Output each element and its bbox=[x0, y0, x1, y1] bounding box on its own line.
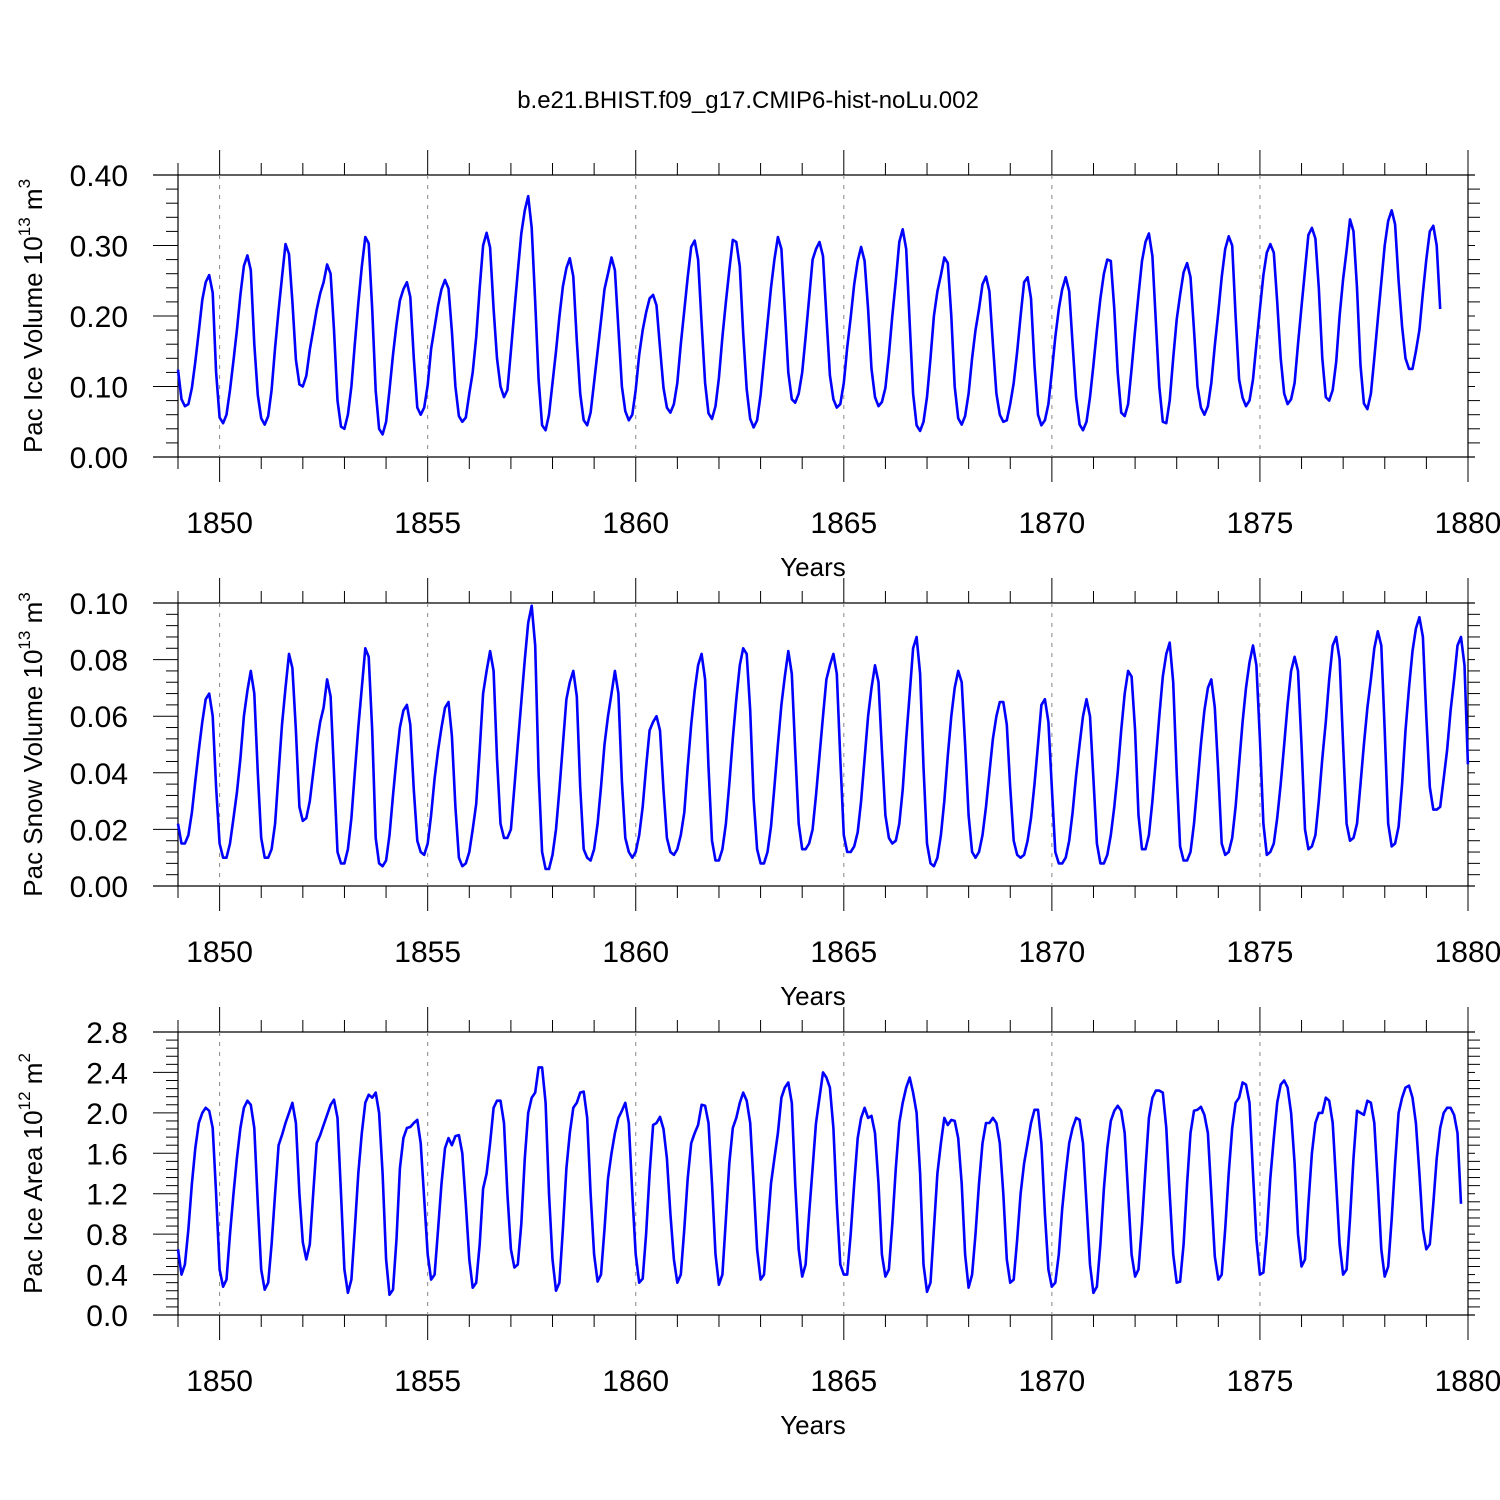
y-tick-label: 0.00 bbox=[70, 442, 128, 475]
x-tick-label: 1855 bbox=[394, 936, 461, 969]
y-axis-label-text: Pac Ice Volume 10 bbox=[18, 236, 48, 453]
y-tick-label: 0.40 bbox=[70, 160, 128, 193]
y-tick-label: 0.30 bbox=[70, 231, 128, 264]
x-tick-label: 1870 bbox=[1018, 507, 1085, 540]
y-axis-label-exponent: 3 bbox=[15, 179, 34, 188]
x-tick-label: 1875 bbox=[1227, 1365, 1294, 1398]
y-tick-label: 0.08 bbox=[70, 645, 128, 678]
y-tick-label: 0.06 bbox=[70, 701, 128, 734]
x-tick-label: 1865 bbox=[810, 936, 877, 969]
y-axis-label: Pac Snow Volume 1013 m3 bbox=[15, 592, 48, 896]
y-axis-label: Pac Ice Area 1012 m2 bbox=[15, 1053, 48, 1294]
y-axis-label-text: m bbox=[18, 188, 48, 217]
x-axis-label: Years bbox=[780, 1410, 846, 1440]
series-line bbox=[176, 194, 1442, 436]
y-axis-label-exponent: 13 bbox=[15, 217, 34, 236]
y-axis-label-exponent: 12 bbox=[15, 1091, 34, 1110]
y-axis-label-exponent: 13 bbox=[15, 631, 34, 650]
y-tick-label: 1.2 bbox=[86, 1179, 128, 1212]
y-tick-label: 2.0 bbox=[86, 1098, 128, 1131]
x-tick-label: 1865 bbox=[810, 1365, 877, 1398]
x-tick-label: 1860 bbox=[602, 507, 669, 540]
x-tick-label: 1880 bbox=[1435, 1365, 1500, 1398]
x-tick-label: 1865 bbox=[810, 507, 877, 540]
x-tick-label: 1875 bbox=[1227, 936, 1294, 969]
x-tick-label: 1880 bbox=[1435, 507, 1500, 540]
y-tick-label: 1.6 bbox=[86, 1138, 128, 1171]
x-axis-label: Years bbox=[780, 552, 846, 582]
x-tick-label: 1880 bbox=[1435, 936, 1500, 969]
y-axis-label-exponent: 2 bbox=[15, 1053, 34, 1062]
y-tick-label: 0.8 bbox=[86, 1219, 128, 1252]
y-tick-label: 0.04 bbox=[70, 758, 128, 791]
x-tick-label: 1850 bbox=[186, 507, 253, 540]
series-line bbox=[176, 1066, 1463, 1297]
figure-title: b.e21.BHIST.f09_g17.CMIP6-hist-noLu.002 bbox=[517, 87, 979, 114]
y-axis-label-exponent: 3 bbox=[15, 592, 34, 601]
series-line bbox=[176, 604, 1470, 871]
panel-3: 1850 1855 1860 1865 1870 1875 1880 0.0 0.4 0.8 1.2… bbox=[15, 1007, 1500, 1440]
x-tick-label: 1875 bbox=[1227, 507, 1294, 540]
x-axis-label: Years bbox=[780, 981, 846, 1011]
x-tick-label: 1850 bbox=[186, 936, 253, 969]
x-tick-label: 1860 bbox=[602, 936, 669, 969]
y-tick-label: 2.8 bbox=[86, 1017, 128, 1050]
x-tick-label: 1870 bbox=[1018, 936, 1085, 969]
y-tick-label: 0.10 bbox=[70, 372, 128, 405]
panel-1: 1850 1855 1860 1865 1870 1875 1880 0.00 0.10 0.20… bbox=[15, 150, 1500, 582]
x-tick-label: 1855 bbox=[394, 1365, 461, 1398]
y-axis-label-text: m bbox=[18, 602, 48, 631]
y-tick-label: 2.4 bbox=[86, 1057, 128, 1090]
panels: 1850 1855 1860 1865 1870 1875 1880 0.00 0.10 0.20… bbox=[15, 150, 1500, 1440]
y-axis-label: Pac Ice Volume 1013 m3 bbox=[15, 179, 48, 453]
x-tick-label: 1870 bbox=[1018, 1365, 1085, 1398]
x-tick-label: 1860 bbox=[602, 1365, 669, 1398]
x-tick-label: 1855 bbox=[394, 507, 461, 540]
x-tick-label: 1850 bbox=[186, 1365, 253, 1398]
y-tick-label: 0.20 bbox=[70, 301, 128, 334]
y-axis-label-text: Pac Snow Volume 10 bbox=[18, 650, 48, 897]
y-axis-label-text: Pac Ice Area 10 bbox=[18, 1110, 48, 1294]
y-tick-label: 0.0 bbox=[86, 1300, 128, 1333]
y-tick-label: 0.00 bbox=[70, 871, 128, 904]
y-tick-label: 0.10 bbox=[70, 588, 128, 621]
y-axis-label-text: m bbox=[18, 1063, 48, 1092]
panel-2: 1850 1855 1860 1865 1870 1875 1880 0.00 0.02 0.04… bbox=[15, 578, 1500, 1011]
y-tick-label: 0.02 bbox=[70, 814, 128, 847]
y-tick-label: 0.4 bbox=[86, 1260, 128, 1293]
